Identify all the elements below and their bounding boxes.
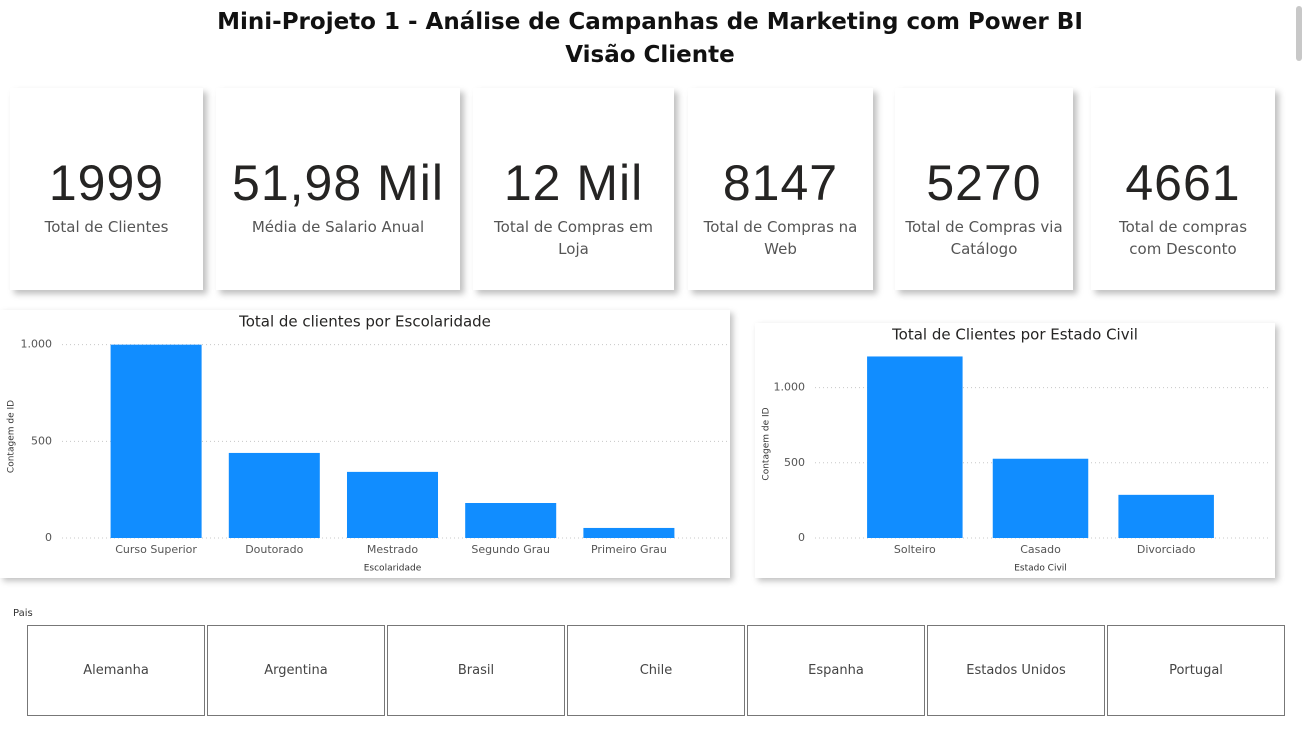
kpi-label: Total de Clientes [44, 218, 169, 236]
slicer-option[interactable]: Chile [567, 625, 745, 716]
kpi-card: 5270 Total de Compras via Catálogo [895, 88, 1073, 290]
kpi-label: Média de Salario Anual [251, 218, 425, 236]
report-subtitle: Visão Cliente [565, 42, 735, 68]
kpi-card: 12 Mil Total de Compras em Loja [473, 88, 674, 290]
slicer-option[interactable]: Brasil [387, 625, 565, 716]
scrollbar[interactable] [1296, 6, 1302, 61]
kpi-card: 8147 Total de Compras na Web [688, 88, 873, 290]
kpi-value: 1999 [48, 155, 165, 211]
kpi-value: 5270 [926, 155, 1042, 211]
kpi-label: Total de compras com Desconto [1118, 218, 1248, 258]
kpi-value: 8147 [722, 155, 839, 211]
kpi-label: Total de Compras na Web [703, 218, 858, 258]
kpi-label: Total de Compras em Loja [494, 218, 653, 258]
chart-panel [0, 310, 730, 578]
kpi-label: Total de Compras via Catálogo [905, 218, 1063, 258]
kpi-card: 51,98 Mil Média de Salario Anual [216, 88, 460, 290]
report-title: Mini-Projeto 1 - Análise de Campanhas de… [217, 9, 1083, 35]
kpi-card: 1999 Total de Clientes [10, 88, 203, 290]
slicer-option[interactable]: Estados Unidos [927, 625, 1105, 716]
kpi-value: 4661 [1125, 155, 1241, 211]
kpi-value: 51,98 Mil [232, 155, 444, 211]
slicer-option[interactable]: Alemanha [27, 625, 205, 716]
chart-panel [755, 323, 1275, 578]
slicer-title: Pais [13, 608, 33, 619]
kpi-value: 12 Mil [503, 155, 644, 211]
slicer-option[interactable]: Portugal [1107, 625, 1285, 716]
slicer-option[interactable]: Argentina [207, 625, 385, 716]
slicer-option[interactable]: Espanha [747, 625, 925, 716]
kpi-card: 4661 Total de compras com Desconto [1091, 88, 1275, 290]
